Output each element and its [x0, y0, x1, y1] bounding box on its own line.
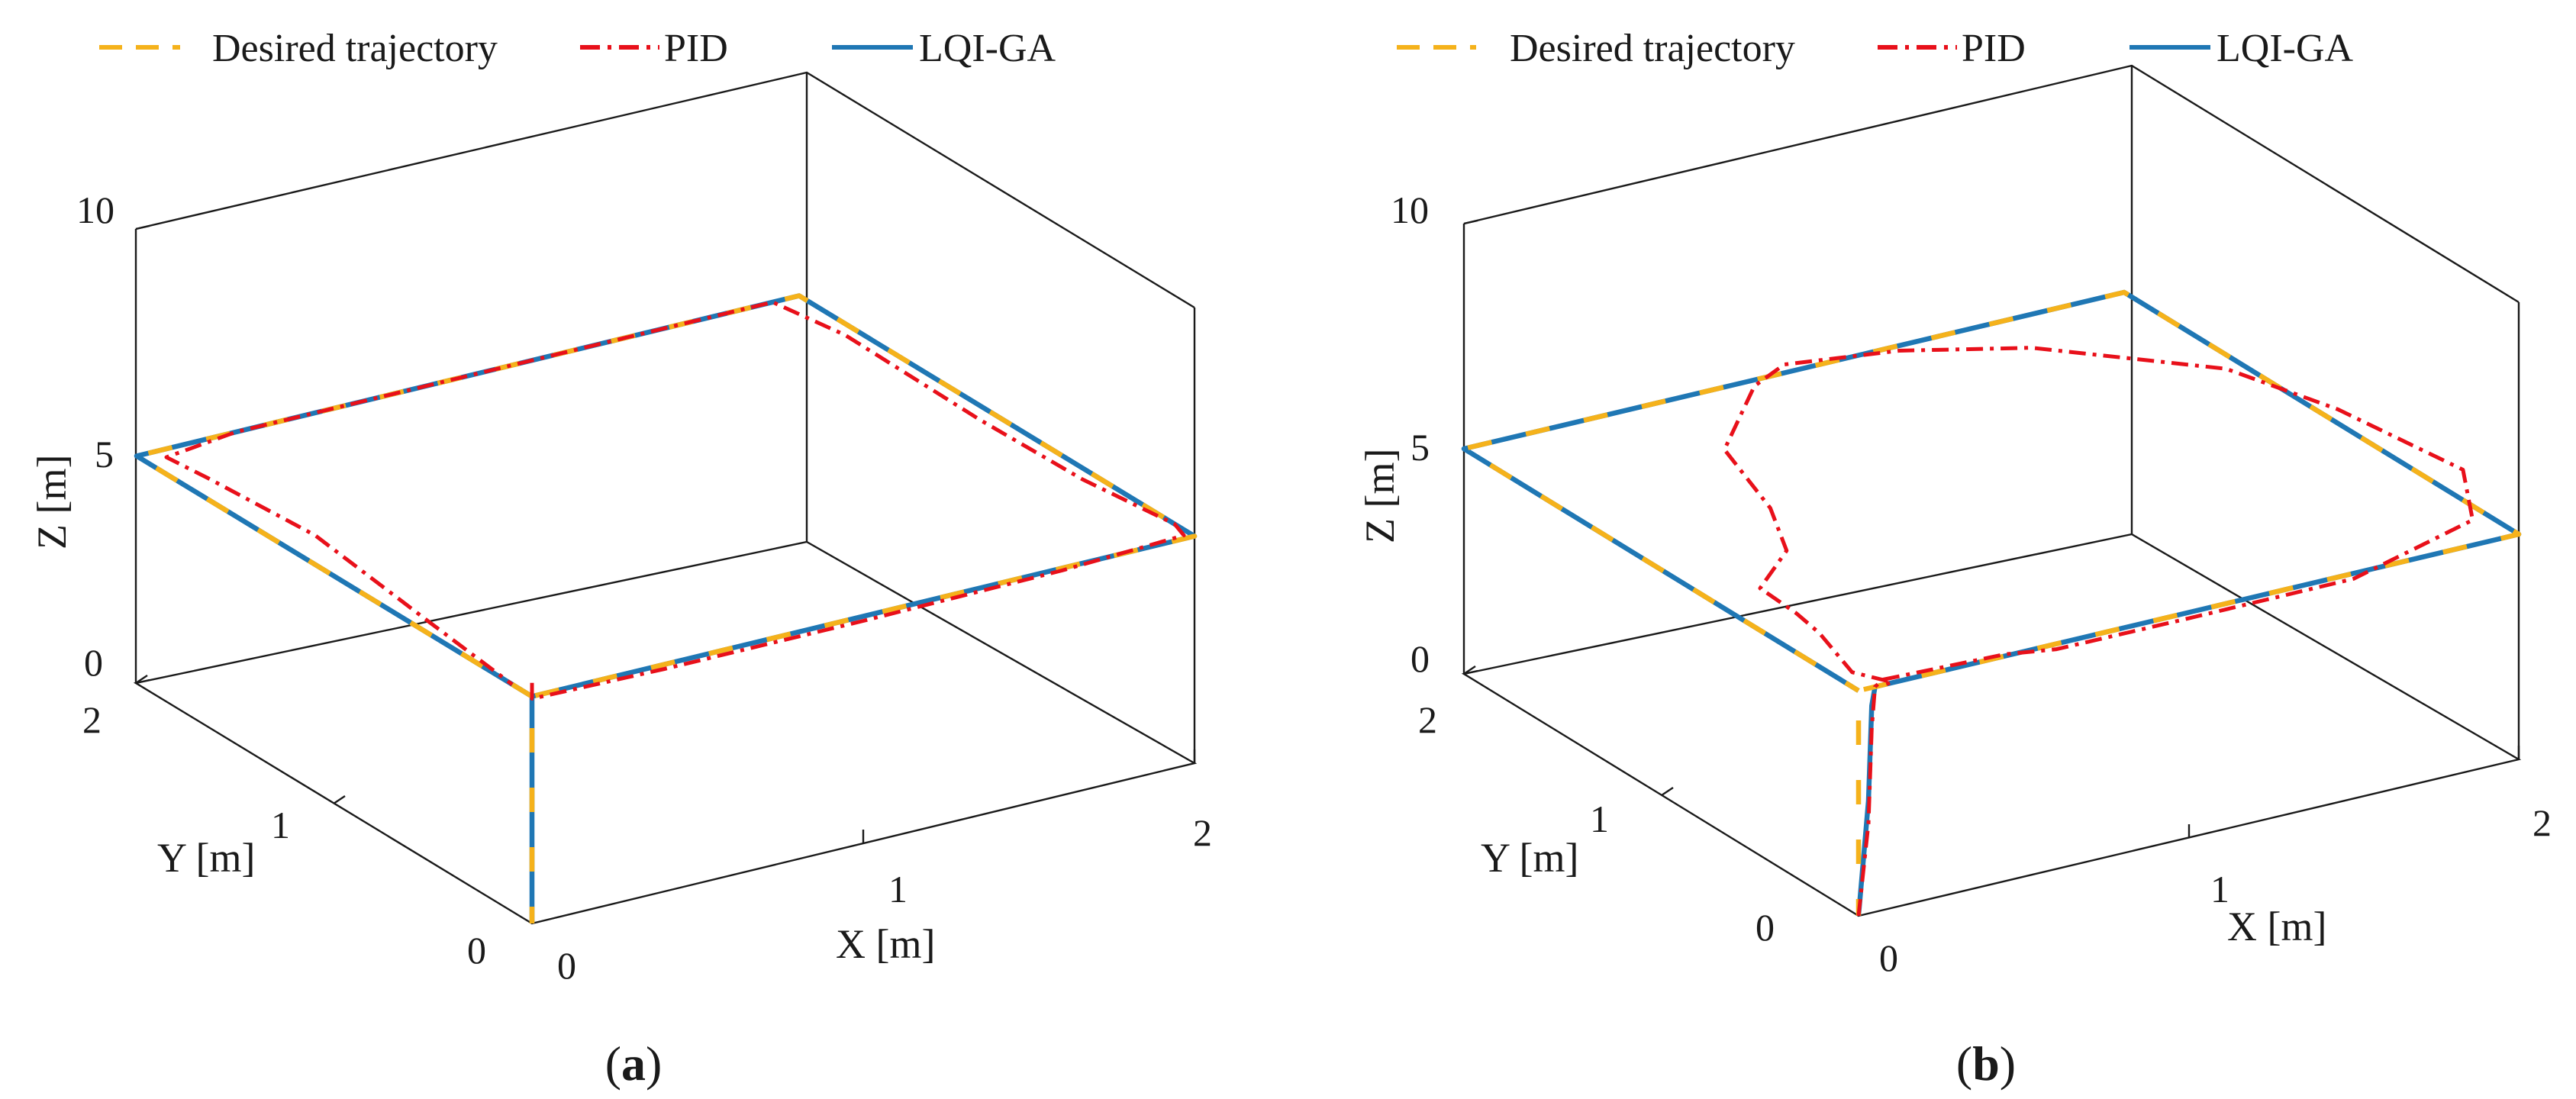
- y-tick-2-b: [1463, 666, 1476, 675]
- legend-lqi-label-a: LQI-GA: [919, 27, 1056, 70]
- x-tick-label-0-a: 0: [557, 944, 576, 987]
- trajectories-a: [134, 293, 1198, 923]
- y-tick-label-2-a: 2: [82, 698, 102, 741]
- z-tick-10-a: [135, 224, 150, 230]
- z-tick-label-10-a: 10: [76, 189, 114, 231]
- caption-close-paren-b: ): [2000, 1036, 2016, 1091]
- legend-desired-label-a: Desired trajectory: [212, 27, 498, 70]
- caption-a: (a): [605, 1036, 663, 1091]
- y-axis-label-b: Y [m]: [1481, 835, 1578, 881]
- back-top-edges-a: [135, 71, 1195, 309]
- legend-pid-label-a: PID: [664, 27, 728, 70]
- panel-a: Desired trajectory PID LQI-GA 10 5: [29, 27, 1212, 1091]
- x-tick-label-2-a: 2: [1193, 811, 1212, 854]
- y-tick-1-a: [333, 795, 346, 804]
- z-axis-label-a: Z [m]: [29, 455, 75, 550]
- caption-open-paren-a: (: [605, 1036, 621, 1091]
- z-axis-label-b: Z [m]: [1357, 449, 1403, 543]
- y-tick-1-b: [1661, 787, 1674, 796]
- tick-labels-b: 10 5 0 2 1 0 0 1 2: [1391, 189, 2552, 979]
- z-tick-label-5-a: 5: [95, 433, 114, 475]
- x-tick-label-2-b: 2: [2532, 801, 2552, 844]
- series-desired-a: [134, 293, 1198, 923]
- series-pid-b: [1722, 346, 2475, 917]
- legend-desired-label-b: Desired trajectory: [1510, 27, 1795, 70]
- legend-a: Desired trajectory PID LQI-GA: [99, 27, 1056, 70]
- floor-edges-b: [1461, 533, 2522, 917]
- back-top-edges-b: [1463, 64, 2520, 304]
- y-axis-label-a: Y [m]: [157, 835, 255, 881]
- axes-box-a: [133, 71, 1198, 925]
- x-tick-label-1-b: 1: [2210, 868, 2229, 910]
- z-tick-10-b: [1463, 219, 1478, 225]
- axes-box-b: [1461, 64, 2522, 917]
- caption-letter-b: b: [1972, 1036, 2000, 1091]
- panel-b: Desired trajectory PID LQI-GA 10 5: [1357, 27, 2552, 1091]
- z-tick-label-0-a: 0: [84, 641, 103, 684]
- caption-open-paren-b: (: [1956, 1036, 1972, 1091]
- x-tick-label-0-b: 0: [1879, 936, 1898, 979]
- z-tick-label-10-b: 10: [1391, 189, 1429, 231]
- series-lqi-a: [134, 293, 1198, 923]
- y-tick-2-a: [135, 675, 148, 684]
- x-axis-label-a: X [m]: [836, 921, 935, 967]
- x-tick-label-1-a: 1: [888, 868, 908, 910]
- y-tick-label-0-b: 0: [1755, 906, 1775, 949]
- z-tick-label-0-b: 0: [1411, 637, 1430, 680]
- y-tick-label-1-b: 1: [1590, 798, 1609, 840]
- series-pid-a: [164, 300, 1186, 701]
- legend-lqi-label-b: LQI-GA: [2217, 27, 2354, 70]
- x-axis-label-b: X [m]: [2227, 904, 2326, 949]
- floor-edges-a: [133, 540, 1198, 925]
- y-tick-label-2-b: 2: [1418, 698, 1437, 741]
- tick-labels-a: 10 5 0 2 1 0 0 1 2: [76, 189, 1212, 987]
- caption-letter-a: a: [621, 1036, 646, 1091]
- z-tick-label-5-b: 5: [1411, 426, 1430, 469]
- trajectories-b: [1461, 289, 2522, 917]
- legend-pid-label-b: PID: [1962, 27, 2026, 70]
- y-tick-label-1-a: 1: [271, 804, 290, 846]
- caption-close-paren-a: ): [646, 1036, 662, 1091]
- legend-b: Desired trajectory PID LQI-GA: [1397, 27, 2354, 70]
- caption-b: (b): [1956, 1036, 2016, 1091]
- series-desired-b: [1461, 289, 2522, 916]
- series-lqi-b: [1461, 289, 2522, 917]
- y-tick-label-0-a: 0: [467, 929, 486, 972]
